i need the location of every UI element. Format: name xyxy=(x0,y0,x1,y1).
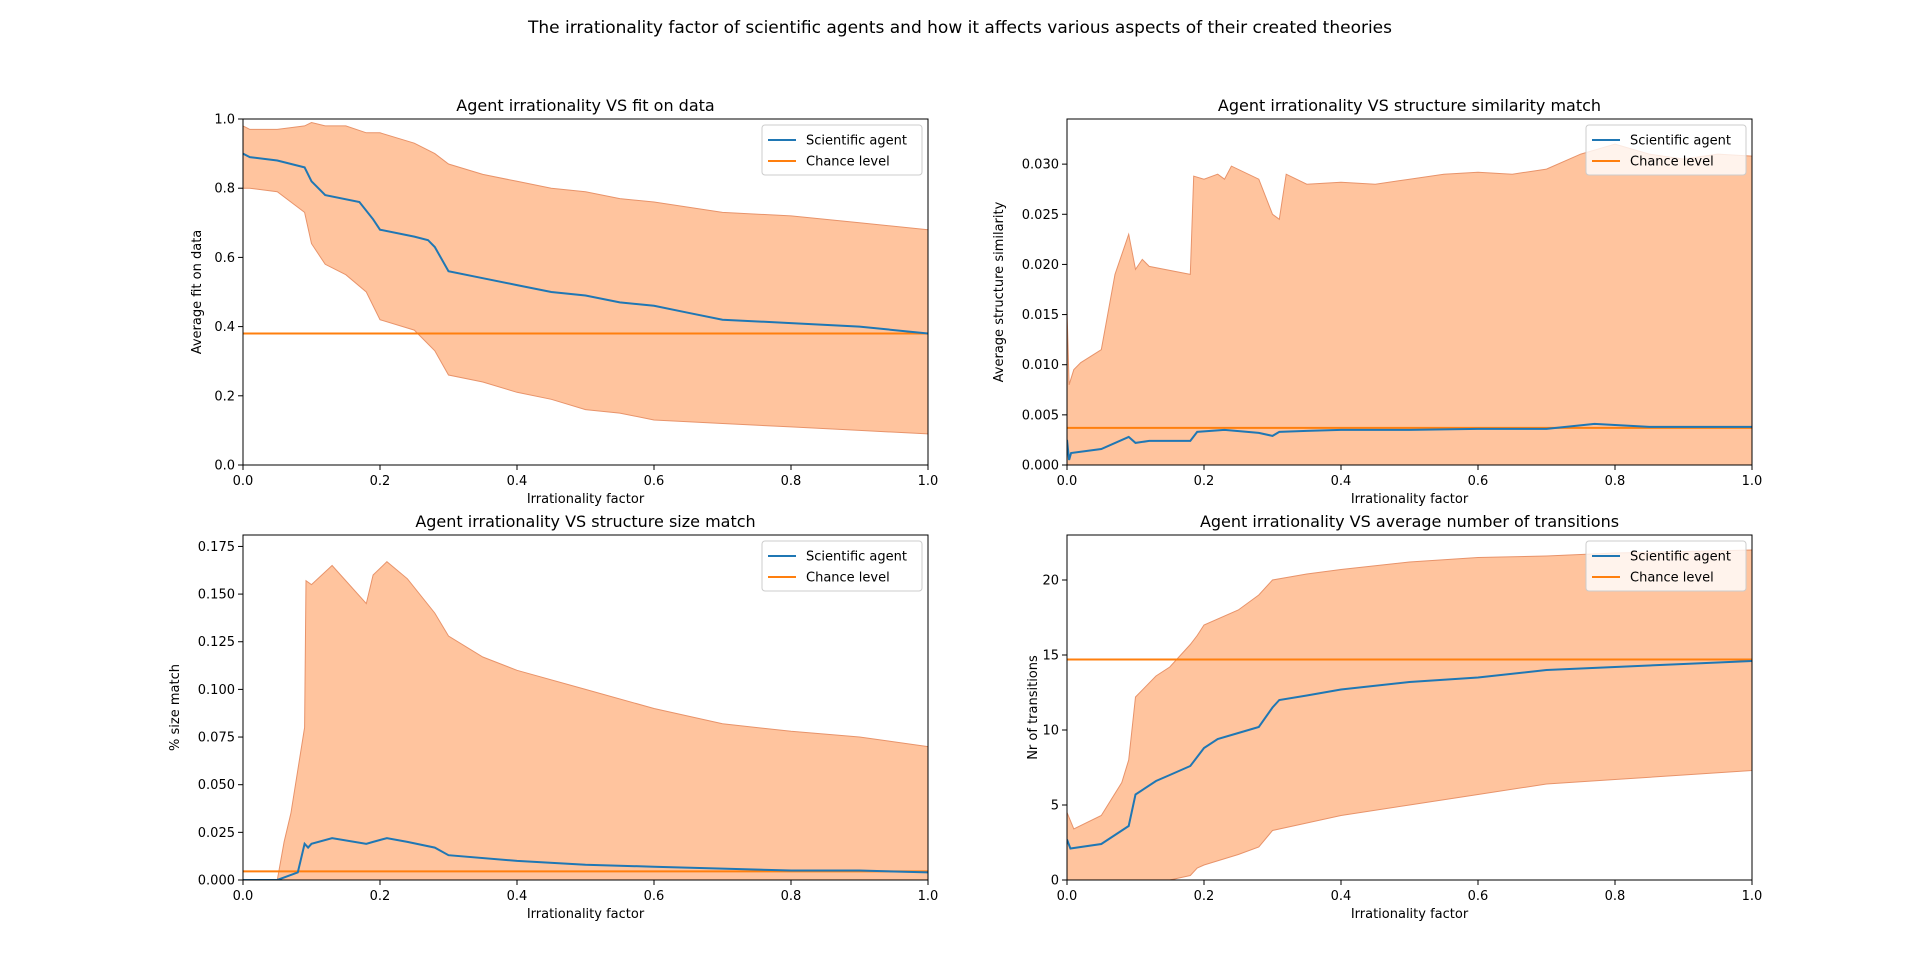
subplot-3: 0.0 0.2 0.4 0.6 0.8 1.0 0.000 0.025 0.050 0.075 0.… xyxy=(168,512,938,922)
y-tick-label: 1.0 xyxy=(214,113,235,128)
x-tick-label: 0.6 xyxy=(1468,889,1489,904)
x-tick-label: 0.0 xyxy=(233,474,254,489)
y-tick-label: 0.6 xyxy=(214,251,235,266)
legend: Scientific agent Chance level xyxy=(761,124,923,176)
x-axis-label: Irrationality factor xyxy=(527,907,645,922)
y-tick-label: 0.000 xyxy=(198,874,235,889)
y-tick-label: 0.030 xyxy=(1022,158,1059,173)
scientific-agent-line xyxy=(243,152,928,335)
subplot-title: Agent irrationality VS fit on data xyxy=(456,96,714,115)
y-axis-label: % size match xyxy=(168,664,183,751)
x-axis-label: Irrationality factor xyxy=(1351,492,1469,507)
x-tick-label: 0.4 xyxy=(1331,889,1352,904)
y-tick-label: 0 xyxy=(1051,874,1059,889)
x-tick-label: 0.6 xyxy=(644,474,665,489)
y-tick-label: 0.2 xyxy=(214,389,235,404)
x-tick-label: 0.6 xyxy=(1468,474,1489,489)
y-tick-label: 0.0 xyxy=(214,459,235,474)
legend-label: Chance level xyxy=(806,155,890,170)
legend-label: Chance level xyxy=(1630,571,1714,586)
x-tick-label: 0.8 xyxy=(1605,889,1626,904)
legend-label: Chance level xyxy=(1630,155,1714,170)
confidence-band xyxy=(1067,143,1752,465)
x-tick-label: 0.2 xyxy=(1194,474,1215,489)
scientific-agent-line xyxy=(1067,422,1752,461)
y-tick-label: 10 xyxy=(1042,724,1059,739)
scientific-agent-line xyxy=(243,837,928,880)
x-tick-label: 0.2 xyxy=(370,889,391,904)
legend-box xyxy=(1585,124,1747,176)
subplot-2: 0.0 0.2 0.4 0.6 0.8 1.0 0.000 0.005 0.010 0.015 0.… xyxy=(992,96,1762,507)
y-tick-label: 0.020 xyxy=(1022,258,1059,273)
y-tick-label: 0.050 xyxy=(198,778,235,793)
legend-box xyxy=(761,540,923,592)
legend: Scientific agent Chance level xyxy=(1585,540,1747,592)
legend-label: Scientific agent xyxy=(806,134,907,149)
x-tick-label: 1.0 xyxy=(918,474,939,489)
x-tick-label: 0.0 xyxy=(1057,474,1078,489)
axes-frame xyxy=(1066,118,1753,466)
x-tick-label: 0.2 xyxy=(1194,889,1215,904)
subplot-4: 0.0 0.2 0.4 0.6 0.8 1.0 0 5 10 15 20 Agent irration… xyxy=(1026,512,1762,922)
x-tick-label: 1.0 xyxy=(918,889,939,904)
y-tick-label: 0.100 xyxy=(198,683,235,698)
x-tick-label: 0.4 xyxy=(1331,474,1352,489)
confidence-band xyxy=(243,561,928,880)
x-axis-label: Irrationality factor xyxy=(527,492,645,507)
x-axis-label: Irrationality factor xyxy=(1351,907,1469,922)
x-tick-label: 0.4 xyxy=(507,474,528,489)
y-tick-label: 0.015 xyxy=(1022,308,1059,323)
figure-suptitle: The irrationality factor of scientific a… xyxy=(527,18,1392,38)
x-tick-label: 0.0 xyxy=(1057,889,1078,904)
subplot-grid: 0.0 0.2 0.4 0.6 0.8 1.0 0.0 0.2 0.4 0.6 0.8 1.0 Agen… xyxy=(168,96,1762,922)
x-tick-label: 0.2 xyxy=(370,474,391,489)
legend-box xyxy=(761,124,923,176)
legend: Scientific agent Chance level xyxy=(761,540,923,592)
axes-frame xyxy=(242,534,929,881)
x-tick-label: 0.4 xyxy=(507,889,528,904)
subplot-title: Agent irrationality VS average number of… xyxy=(1200,512,1619,531)
y-tick-label: 15 xyxy=(1042,649,1059,664)
y-tick-label: 0.150 xyxy=(198,588,235,603)
y-tick-label: 0.8 xyxy=(214,182,235,197)
y-tick-label: 0.025 xyxy=(198,826,235,841)
y-tick-label: 0.005 xyxy=(1022,408,1059,423)
x-tick-label: 0.0 xyxy=(233,889,254,904)
y-tick-label: 0.075 xyxy=(198,731,235,746)
legend: Scientific agent Chance level xyxy=(1585,124,1747,176)
legend-label: Scientific agent xyxy=(806,550,907,565)
y-tick-label: 20 xyxy=(1042,574,1059,589)
subplot-title: Agent irrationality VS structure size ma… xyxy=(415,512,755,531)
y-tick-label: 0.000 xyxy=(1022,459,1059,474)
x-tick-label: 0.8 xyxy=(781,474,802,489)
confidence-band xyxy=(243,121,928,435)
legend-box xyxy=(1585,540,1747,592)
y-axis-label: Average fit on data xyxy=(190,230,205,355)
x-tick-label: 1.0 xyxy=(1742,474,1763,489)
y-tick-label: 0.025 xyxy=(1022,208,1059,223)
y-tick-label: 0.010 xyxy=(1022,358,1059,373)
x-tick-label: 0.8 xyxy=(1605,474,1626,489)
legend-label: Scientific agent xyxy=(1630,550,1731,565)
y-axis-label: Nr of transitions xyxy=(1026,655,1041,760)
y-tick-label: 0.175 xyxy=(198,540,235,555)
y-axis-label: Average structure similarity xyxy=(992,201,1007,382)
subplot-1: 0.0 0.2 0.4 0.6 0.8 1.0 0.0 0.2 0.4 0.6 0.8 1.0 Agen… xyxy=(190,96,938,507)
scientific-agent-line xyxy=(1067,660,1752,850)
subplot-title: Agent irrationality VS structure similar… xyxy=(1218,96,1601,115)
x-tick-label: 0.6 xyxy=(644,889,665,904)
y-tick-label: 0.125 xyxy=(198,635,235,650)
legend-label: Chance level xyxy=(806,571,890,586)
legend-label: Scientific agent xyxy=(1630,134,1731,149)
axes-frame xyxy=(242,118,929,466)
y-tick-label: 0.4 xyxy=(214,320,235,335)
x-tick-label: 1.0 xyxy=(1742,889,1763,904)
confidence-band xyxy=(1067,549,1752,880)
x-tick-label: 0.8 xyxy=(781,889,802,904)
axes-frame xyxy=(1066,534,1753,881)
y-tick-label: 5 xyxy=(1051,799,1059,814)
